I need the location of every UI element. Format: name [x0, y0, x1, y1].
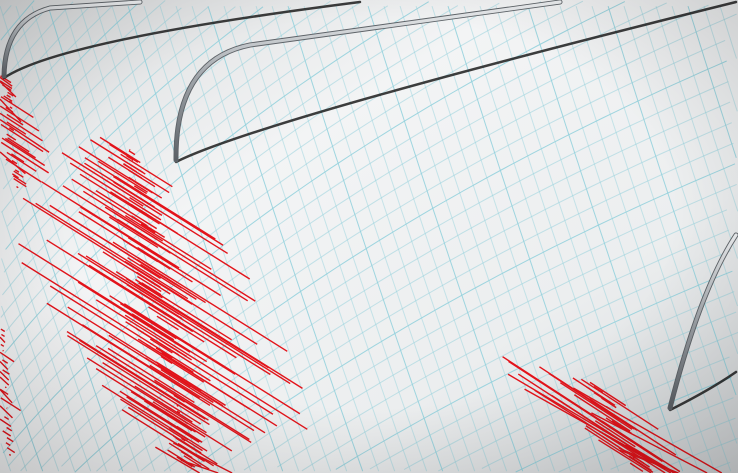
- seismograph-image: [0, 0, 738, 473]
- vignette: [0, 0, 738, 473]
